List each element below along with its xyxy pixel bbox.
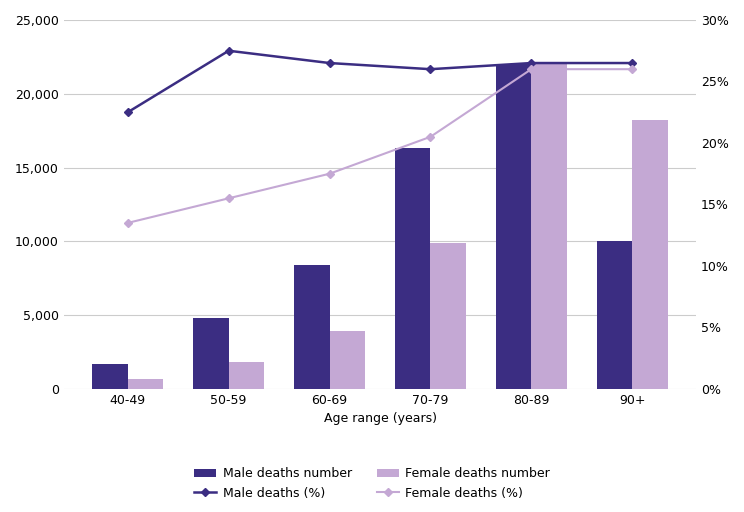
Bar bbox=[294, 265, 330, 389]
Female deaths (%) bbox=[224, 195, 233, 201]
Bar bbox=[431, 243, 466, 389]
Female deaths (%) bbox=[124, 220, 132, 226]
Line: Female deaths (%): Female deaths (%) bbox=[125, 67, 635, 226]
Bar bbox=[193, 318, 228, 389]
Bar bbox=[632, 120, 667, 389]
Male deaths (%) bbox=[224, 48, 233, 54]
Bar bbox=[531, 65, 567, 389]
Bar bbox=[228, 362, 264, 389]
Bar bbox=[128, 378, 163, 389]
Male deaths (%) bbox=[325, 60, 334, 66]
Legend: Male deaths number, Male deaths (%), Female deaths number, Female deaths (%): Male deaths number, Male deaths (%), Fem… bbox=[187, 461, 557, 506]
Male deaths (%) bbox=[628, 60, 637, 66]
Bar bbox=[330, 331, 365, 389]
Male deaths (%) bbox=[124, 109, 132, 115]
X-axis label: Age range (years): Age range (years) bbox=[324, 412, 437, 425]
Bar bbox=[496, 65, 531, 389]
Female deaths (%) bbox=[628, 66, 637, 72]
Male deaths (%) bbox=[527, 60, 536, 66]
Bar bbox=[395, 148, 431, 389]
Female deaths (%) bbox=[527, 66, 536, 72]
Male deaths (%) bbox=[426, 66, 435, 72]
Bar bbox=[92, 364, 128, 389]
Bar bbox=[597, 241, 632, 389]
Female deaths (%) bbox=[325, 170, 334, 177]
Line: Male deaths (%): Male deaths (%) bbox=[125, 48, 635, 115]
Female deaths (%) bbox=[426, 134, 435, 140]
